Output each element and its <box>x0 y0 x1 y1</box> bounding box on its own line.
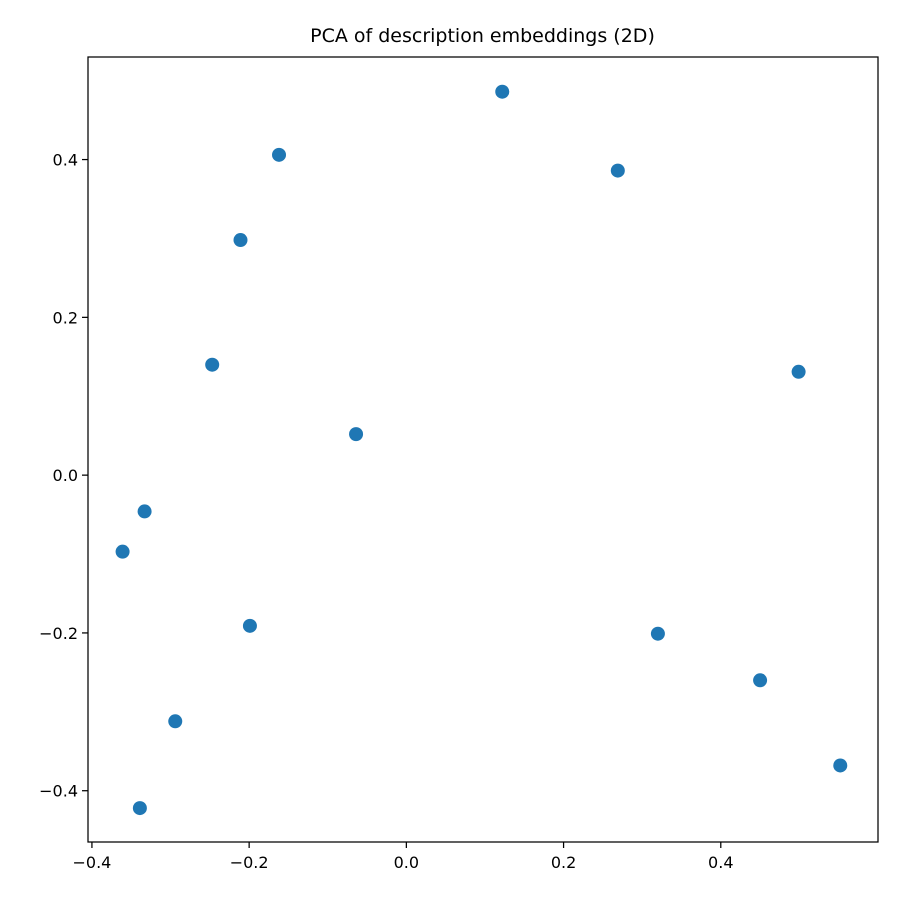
points-layer <box>115 84 848 816</box>
x-tick-label: 0.0 <box>394 853 419 872</box>
x-tick-label: 0.2 <box>551 853 576 872</box>
data-point <box>168 714 183 729</box>
plot-frame <box>87 56 879 843</box>
data-point <box>242 618 257 633</box>
y-tick-label: 0.2 <box>53 308 78 327</box>
data-point <box>205 357 220 372</box>
chart-title: PCA of description embeddings (2D) <box>310 25 655 47</box>
data-point <box>233 233 248 248</box>
y-tick-label: 0.4 <box>53 151 78 170</box>
data-point <box>791 364 806 379</box>
x-tick-label: −0.2 <box>230 853 269 872</box>
data-point <box>650 626 665 641</box>
data-point <box>610 163 625 178</box>
axes-layer: −0.4 −0.2 0.0 0.2 0.4 −0.4 −0.2 0.0 0.2 0.4 <box>39 56 879 872</box>
x-tick-label: −0.4 <box>73 853 112 872</box>
data-point <box>137 504 152 519</box>
data-point <box>495 84 510 99</box>
data-point <box>132 801 147 816</box>
y-tick-label: −0.4 <box>39 782 78 801</box>
data-point <box>753 673 768 688</box>
data-point <box>272 147 287 162</box>
data-point <box>833 758 848 773</box>
x-tick-label: 0.4 <box>708 853 733 872</box>
y-tick-label: 0.0 <box>53 466 78 485</box>
y-tick-label: −0.2 <box>39 624 78 643</box>
data-point <box>115 544 130 559</box>
data-point <box>349 427 364 442</box>
